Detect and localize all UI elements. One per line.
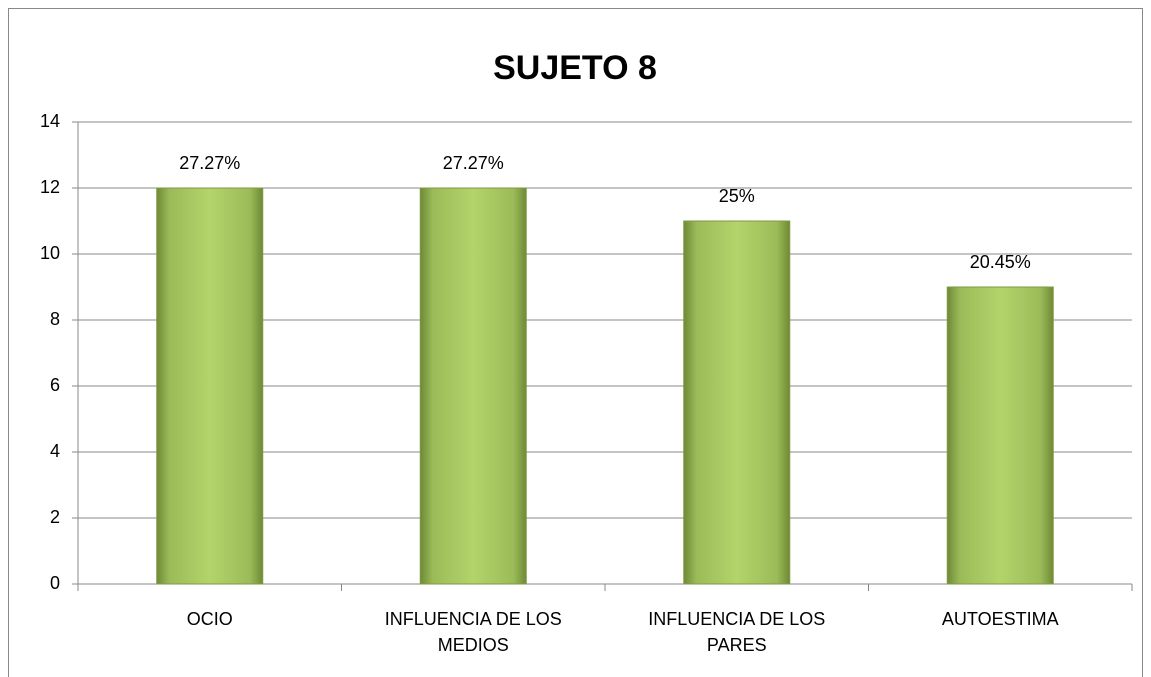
bar: [946, 286, 1054, 585]
data-label: 27.27%: [443, 153, 504, 173]
x-tick-label: INFLUENCIA DE LOS MEDIOS: [384, 609, 562, 655]
data-label: 27.27%: [179, 153, 240, 173]
y-tick-label: 2: [50, 507, 60, 527]
x-tick-label: OCIO: [186, 609, 233, 629]
x-tick-label: INFLUENCIA DE LOS PARES: [648, 609, 826, 655]
y-tick-label: 6: [50, 375, 60, 395]
chart-border: [8, 8, 1143, 677]
y-tick-label: 0: [50, 573, 60, 593]
bar: [156, 187, 264, 585]
y-tick-label: 4: [50, 441, 60, 461]
bar: [683, 220, 791, 585]
y-tick-label: 8: [50, 309, 60, 329]
y-tick-label: 12: [40, 177, 60, 197]
data-label: 20.45%: [970, 252, 1031, 272]
bar: [419, 187, 527, 585]
x-tick-label: AUTOESTIMA: [941, 609, 1059, 629]
chart-title: SUJETO 8: [493, 49, 657, 87]
y-tick-label: 10: [40, 243, 60, 263]
y-tick-label: 14: [40, 111, 60, 131]
data-label: 25%: [719, 186, 755, 206]
